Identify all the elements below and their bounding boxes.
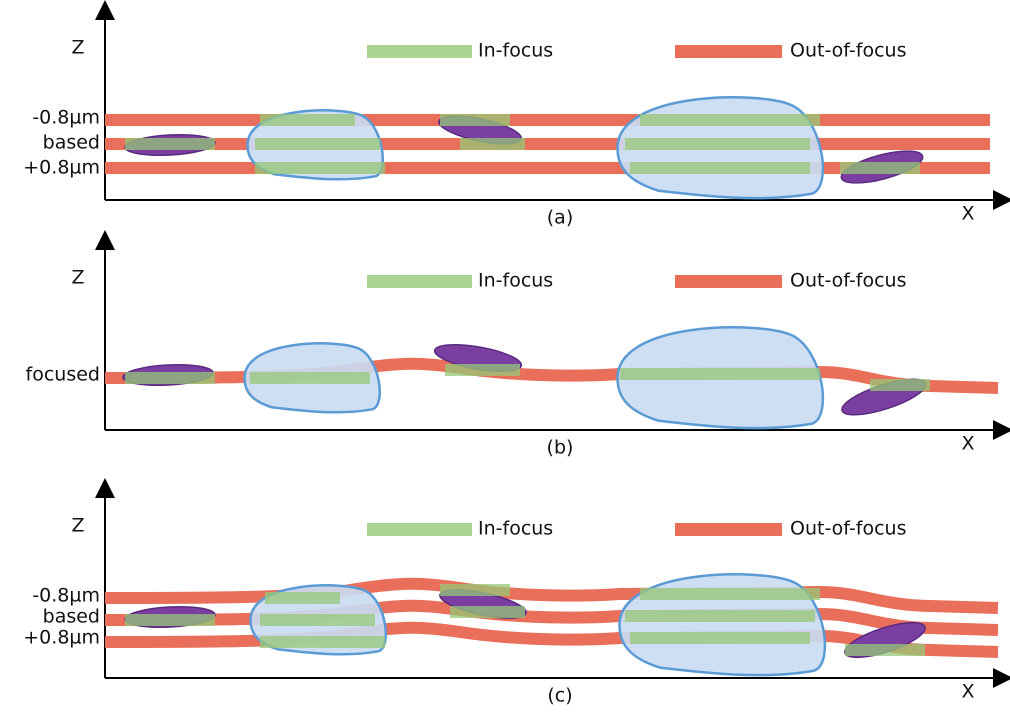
x-label: X [961, 203, 974, 225]
level-label: +0.8µm [23, 627, 100, 649]
caption: (c) [547, 685, 572, 707]
x-label: X [961, 433, 974, 455]
caption: (a) [547, 207, 573, 229]
legend-out-of-focus: Out-of-focus [790, 270, 907, 292]
level-label: based [43, 132, 100, 154]
legend-swatch-out-of-focus [675, 523, 782, 536]
focus-plane [105, 606, 998, 630]
panel: Z X (a) In-focus Out-of-focus -0.8µm based +0.8… [23, 10, 1003, 229]
legend-in-focus: In-focus [478, 40, 553, 62]
legend-in-focus: In-focus [478, 270, 553, 292]
level-label: -0.8µm [32, 107, 100, 129]
z-label: Z [71, 37, 84, 59]
legend-swatch-out-of-focus [675, 275, 782, 288]
level-label: focused [26, 364, 100, 386]
level-label: based [43, 606, 100, 628]
legend-swatch-in-focus [367, 523, 472, 536]
z-label: Z [71, 515, 84, 537]
panel: Z X (b) In-focus Out-of-focus focused [26, 240, 1003, 459]
legend-swatch-in-focus [367, 275, 472, 288]
focus-plane [105, 584, 998, 608]
level-label: +0.8µm [23, 157, 100, 179]
level-label: -0.8µm [32, 585, 100, 607]
legend-swatch-in-focus [367, 45, 472, 58]
caption: (b) [547, 437, 574, 459]
x-label: X [961, 681, 974, 703]
legend-out-of-focus: Out-of-focus [790, 40, 907, 62]
legend-swatch-out-of-focus [675, 45, 782, 58]
z-label: Z [71, 267, 84, 289]
focus-plane [105, 364, 998, 388]
figure: ZX(a)In-focusOut-of-focus-0.8µmbased+0.8… [0, 0, 1010, 713]
legend-in-focus: In-focus [478, 518, 553, 540]
legend-out-of-focus: Out-of-focus [790, 518, 907, 540]
panel: Z X (c) In-focus Out-of-focus -0.8µmbased+0.8… [23, 488, 1003, 707]
